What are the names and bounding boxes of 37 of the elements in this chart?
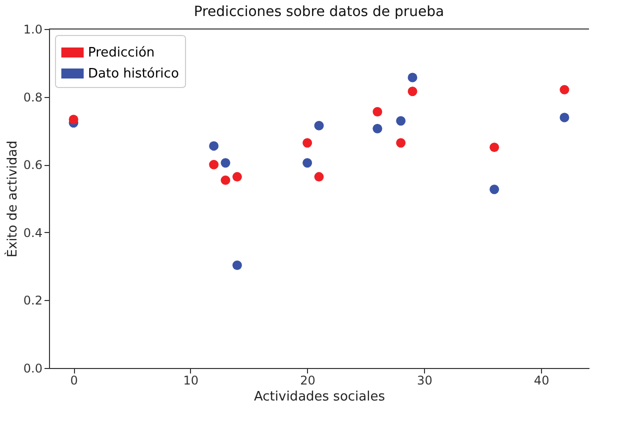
y-tick-label: 0.0 xyxy=(23,362,42,376)
x-tick-label: 30 xyxy=(417,374,432,388)
point xyxy=(209,141,219,151)
point xyxy=(396,116,406,126)
y-tick-label: 0.4 xyxy=(23,226,42,240)
point xyxy=(232,172,242,182)
point xyxy=(314,172,324,182)
x-tick-label: 20 xyxy=(300,374,316,388)
chart-title: Predicciones sobre datos de prueba xyxy=(194,4,444,20)
point xyxy=(302,138,312,148)
y-axis-title: Èxito de actividad xyxy=(3,140,20,258)
point xyxy=(560,112,570,122)
point xyxy=(372,106,382,116)
legend-label: Dato histórico xyxy=(88,66,179,82)
x-tick-label: 40 xyxy=(534,374,550,388)
y-tick-label: 0.8 xyxy=(23,90,42,104)
point xyxy=(232,260,242,270)
x-axis-title: Actividades sociales xyxy=(254,390,386,404)
point xyxy=(372,124,382,134)
point xyxy=(408,72,418,82)
point xyxy=(490,184,500,194)
point xyxy=(220,175,230,185)
x-tick-label: 10 xyxy=(183,374,199,388)
point xyxy=(209,160,219,170)
point xyxy=(302,158,312,168)
y-tick-label: 0.6 xyxy=(23,158,42,172)
point xyxy=(408,86,418,96)
y-tick-label: 0.2 xyxy=(23,294,42,308)
point xyxy=(396,138,406,148)
y-tick-label: 1.0 xyxy=(23,22,42,36)
legend-label: Predicción xyxy=(88,46,155,60)
x-tick-label: 0 xyxy=(70,374,78,388)
point xyxy=(560,84,570,94)
point xyxy=(220,158,230,168)
point xyxy=(68,114,78,124)
point xyxy=(490,142,500,152)
point xyxy=(314,120,324,130)
